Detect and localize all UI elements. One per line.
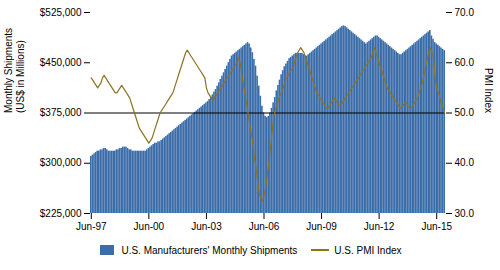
svg-text:$450,000: $450,000 (40, 57, 82, 68)
svg-text:PMI Index: PMI Index (483, 68, 494, 113)
svg-text:40.0: 40.0 (455, 157, 475, 168)
svg-text:Jun-12: Jun-12 (364, 221, 395, 232)
svg-text:$375,000: $375,000 (40, 107, 82, 118)
svg-text:Jun-00: Jun-00 (134, 221, 165, 232)
svg-text:Jun-97: Jun-97 (76, 221, 107, 232)
html-text:U.S. Manufacturers' Monthly Sh: U.S. Manufacturers' Monthly Shipments (121, 244, 298, 256)
svg-text:50.0: 50.0 (455, 107, 475, 118)
svg-text:Jun-15: Jun-15 (421, 221, 452, 232)
svg-text:$300,000: $300,000 (40, 157, 82, 168)
svg-text:Jun-03: Jun-03 (191, 221, 222, 232)
svg-text:Jun-09: Jun-09 (306, 221, 337, 232)
svg-text:Jun-06: Jun-06 (249, 221, 280, 232)
svg-text:$525,000: $525,000 (40, 7, 82, 18)
svg-text:60.0: 60.0 (455, 57, 475, 68)
svg-text:70.0: 70.0 (455, 7, 475, 18)
svg-text:Monthly Shipments(US$ in Milli: Monthly Shipments(US$ in Millions) (3, 28, 26, 113)
html-text:U.S. PMI Index: U.S. PMI Index (334, 244, 402, 256)
svg-text:30.0: 30.0 (455, 208, 475, 219)
svg-text:$225,000: $225,000 (40, 208, 82, 219)
